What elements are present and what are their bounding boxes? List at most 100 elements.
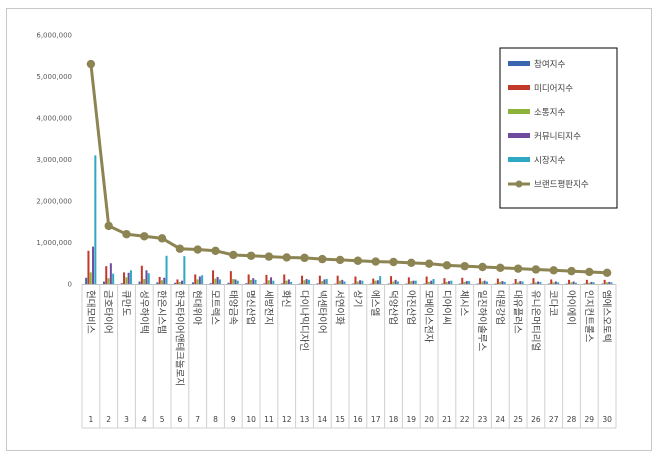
- category-number: 2: [106, 415, 111, 424]
- category-label: 현대위아: [191, 290, 203, 325]
- bar: [183, 256, 186, 284]
- bar: [227, 282, 230, 284]
- bar: [156, 282, 159, 284]
- category-number: 15: [335, 415, 345, 424]
- bar: [181, 280, 184, 284]
- bar: [610, 282, 613, 284]
- series-point: [282, 253, 291, 262]
- bar: [450, 280, 453, 284]
- category-number: 16: [353, 415, 363, 424]
- series-point: [567, 266, 576, 276]
- bar: [120, 283, 123, 284]
- bar: [501, 281, 504, 284]
- series-point: [549, 266, 558, 275]
- bar: [214, 278, 217, 284]
- bar: [361, 280, 364, 284]
- category-label: 넥센타이어: [316, 290, 327, 334]
- category-number: 20: [424, 415, 434, 424]
- bar: [102, 281, 105, 284]
- x-labels: 현대모비스 1 금호타이어 2 큐만도 3 성우하이텍 4 한온시스템 5 한국타이어앤테크놀로지 6…: [84, 290, 612, 424]
- legend-swatch: [508, 133, 530, 138]
- bar: [178, 281, 181, 284]
- bar: [87, 250, 90, 284]
- series-point: [389, 257, 398, 267]
- category-label: 대유플러스: [512, 290, 523, 334]
- bar: [532, 278, 535, 284]
- bar: [323, 279, 326, 284]
- bar: [92, 246, 95, 284]
- series-point: [264, 252, 274, 261]
- bar: [592, 282, 595, 284]
- bar: [590, 281, 593, 284]
- category-label: 한온시스템: [156, 290, 168, 334]
- bar: [140, 265, 143, 284]
- bar: [343, 281, 346, 284]
- series-point: [229, 250, 238, 260]
- bar: [196, 279, 199, 284]
- legend-label: 브랜드평판지수: [534, 179, 589, 190]
- category-label: 태양금속: [227, 290, 238, 325]
- bar: [396, 281, 399, 284]
- bar: [143, 279, 146, 284]
- bar: [165, 255, 168, 284]
- series-point: [300, 253, 309, 263]
- category-label: 서연이화: [334, 290, 345, 325]
- bar: [387, 283, 390, 285]
- bar: [534, 282, 537, 284]
- bar: [129, 270, 132, 284]
- series-point: [478, 262, 487, 272]
- category-number: 7: [195, 415, 200, 424]
- bar: [392, 281, 395, 284]
- bar: [461, 277, 464, 284]
- category-number: 27: [549, 415, 559, 424]
- category-number: 26: [531, 415, 541, 424]
- category-label: 한국타이어앤테크놀로지: [173, 290, 184, 386]
- series-point: [104, 221, 113, 231]
- legend-swatch: [508, 85, 530, 90]
- bar: [209, 283, 212, 284]
- bar: [94, 155, 97, 284]
- bar: [601, 283, 604, 285]
- bar: [514, 279, 517, 284]
- category-number: 24: [496, 415, 506, 424]
- bar: [483, 280, 486, 284]
- bar: [247, 274, 250, 284]
- bar: [229, 271, 232, 284]
- category-number: 10: [246, 415, 256, 424]
- category-number: 17: [371, 415, 381, 424]
- category-number: 1: [89, 415, 94, 424]
- category-label: 현대모비스: [84, 290, 95, 334]
- category-number: 22: [460, 415, 470, 424]
- bar: [412, 280, 415, 284]
- bar: [448, 281, 451, 284]
- bar: [356, 281, 359, 284]
- bar: [512, 283, 515, 285]
- bar: [539, 281, 542, 284]
- bar: [265, 274, 268, 284]
- category-label: 상기: [351, 290, 362, 307]
- legend-swatch: [508, 109, 530, 114]
- bar: [305, 279, 308, 284]
- bar: [516, 282, 519, 284]
- y-tick-label: 2,000,000: [36, 198, 72, 206]
- category-label: 명신산업: [245, 290, 257, 325]
- y-tick-label: 6,000,000: [36, 32, 72, 40]
- bar: [109, 263, 112, 284]
- series-point: [585, 267, 594, 277]
- bar: [89, 272, 92, 284]
- bar: [458, 283, 461, 285]
- category-label: 엠에스오토텍: [601, 290, 613, 342]
- category-label: 성우하이텍: [138, 290, 150, 334]
- bar: [280, 283, 283, 284]
- bar: [338, 280, 341, 284]
- series-point: [193, 245, 202, 254]
- bar: [301, 275, 304, 284]
- bar: [127, 272, 130, 284]
- bar: [334, 283, 337, 285]
- bar: [519, 281, 522, 284]
- bar: [423, 283, 426, 285]
- series-point: [496, 263, 505, 273]
- bar: [218, 279, 221, 284]
- bar: [369, 283, 372, 285]
